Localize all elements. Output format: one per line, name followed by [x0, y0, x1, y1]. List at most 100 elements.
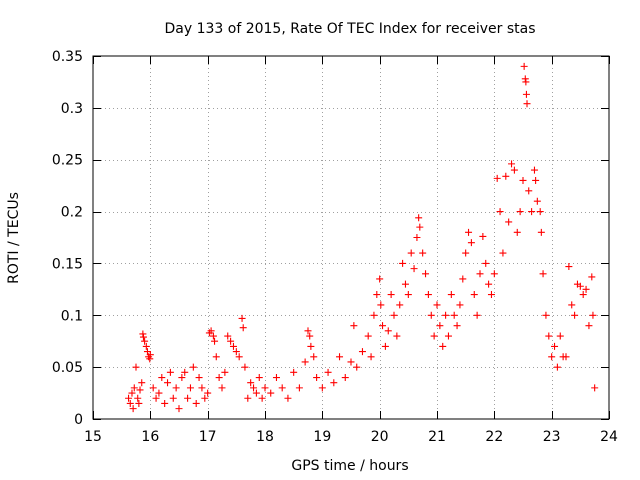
- x-tick-label: 23: [543, 429, 561, 445]
- data-point: [126, 399, 134, 407]
- data-point: [502, 172, 510, 180]
- data-point: [370, 311, 378, 319]
- data-point: [238, 314, 246, 322]
- data-point: [211, 337, 219, 345]
- data-point: [442, 311, 450, 319]
- data-point: [530, 166, 538, 174]
- data-point: [433, 301, 441, 309]
- data-point: [353, 363, 361, 371]
- data-point: [306, 332, 314, 340]
- data-point: [129, 405, 137, 413]
- data-point: [479, 232, 487, 240]
- data-point: [130, 384, 138, 392]
- y-axis-label: ROTI / TECUs: [6, 192, 22, 284]
- x-tick-label: 15: [84, 429, 102, 445]
- data-point: [138, 379, 146, 387]
- data-point: [125, 394, 133, 402]
- data-point: [141, 337, 149, 345]
- data-point: [393, 332, 401, 340]
- data-point: [548, 353, 556, 361]
- data-point: [396, 301, 404, 309]
- data-point: [410, 265, 418, 273]
- data-point: [427, 311, 435, 319]
- data-point: [499, 249, 507, 257]
- x-tick-label: 19: [313, 429, 331, 445]
- data-point: [513, 228, 521, 236]
- data-point: [384, 327, 392, 335]
- data-point: [132, 363, 140, 371]
- data-point: [139, 330, 147, 338]
- data-point: [585, 322, 593, 330]
- data-point: [467, 239, 475, 247]
- data-point: [415, 214, 423, 222]
- data-point: [404, 291, 412, 299]
- data-point: [158, 374, 166, 382]
- data-point: [244, 394, 252, 402]
- data-point: [588, 273, 596, 281]
- y-tick-label: 0.1: [61, 308, 83, 324]
- plot-frame: [92, 55, 610, 420]
- data-point: [310, 353, 318, 361]
- data-point: [536, 208, 544, 216]
- data-point: [533, 197, 541, 205]
- data-point: [521, 75, 529, 83]
- data-point: [272, 374, 280, 382]
- data-point: [295, 384, 303, 392]
- y-tick-label: 0.15: [52, 256, 83, 272]
- data-point: [155, 389, 163, 397]
- data-point: [453, 322, 461, 330]
- data-point: [218, 384, 226, 392]
- data-point: [589, 311, 597, 319]
- x-tick-label: 21: [428, 429, 446, 445]
- data-point: [301, 358, 309, 366]
- data-point: [523, 100, 531, 108]
- data-point: [324, 368, 332, 376]
- data-point: [562, 353, 570, 361]
- data-point: [224, 332, 232, 340]
- data-point: [387, 291, 395, 299]
- data-point: [192, 399, 200, 407]
- data-point: [373, 291, 381, 299]
- data-point: [528, 208, 536, 216]
- data-point: [142, 342, 150, 350]
- data-point: [476, 270, 484, 278]
- y-tick-label: 0.35: [52, 49, 83, 65]
- data-point: [250, 384, 258, 392]
- data-point: [207, 327, 215, 335]
- data-point: [539, 270, 547, 278]
- data-point: [201, 394, 209, 402]
- data-point: [381, 342, 389, 350]
- data-point: [430, 332, 438, 340]
- data-point: [284, 394, 292, 402]
- data-point: [161, 399, 169, 407]
- data-point: [204, 389, 212, 397]
- data-point: [135, 399, 143, 407]
- data-point: [532, 176, 540, 184]
- data-point: [508, 160, 516, 168]
- data-point: [146, 351, 154, 359]
- data-point: [184, 394, 192, 402]
- data-point: [229, 342, 237, 350]
- data-point: [487, 291, 495, 299]
- data-point: [422, 270, 430, 278]
- data-point: [358, 348, 366, 356]
- data-point: [136, 386, 144, 394]
- data-point: [212, 353, 220, 361]
- data-point: [209, 332, 217, 340]
- data-point: [278, 384, 286, 392]
- data-point: [542, 311, 550, 319]
- data-point: [470, 291, 478, 299]
- data-point: [551, 342, 559, 350]
- data-point: [377, 301, 385, 309]
- data-point: [462, 249, 470, 257]
- data-point: [510, 166, 518, 174]
- data-point: [367, 353, 375, 361]
- grid: [93, 56, 609, 419]
- data-point: [347, 358, 355, 366]
- data-point: [493, 174, 501, 182]
- data-point: [304, 327, 312, 335]
- data-point: [336, 353, 344, 361]
- data-point: [522, 90, 530, 98]
- x-tick-label: 16: [141, 429, 159, 445]
